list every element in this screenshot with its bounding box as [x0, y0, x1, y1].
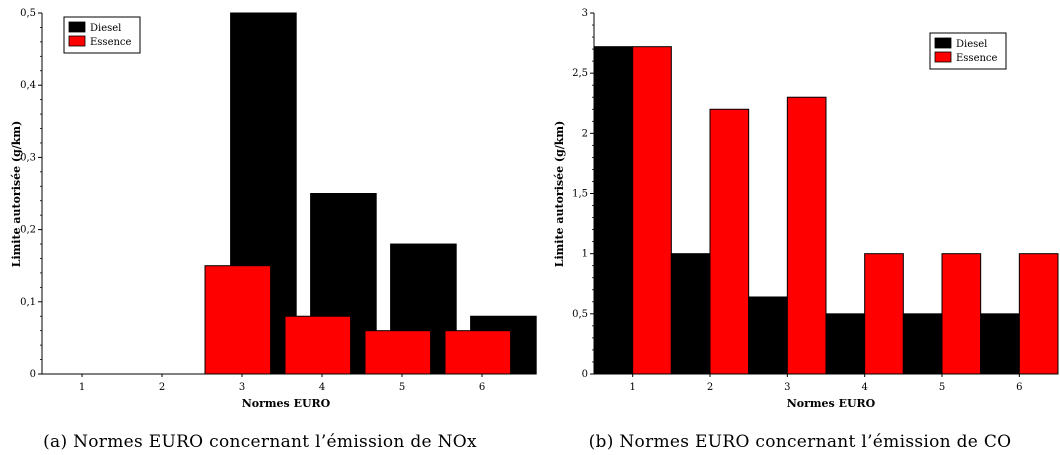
nox-y-tick-label: 0: [30, 369, 36, 380]
co-chart: 0 0,5 1 1,5 2 2,5 3 1 2 3 4 5 6 Diesel Essence Normes…: [553, 8, 1059, 452]
co-y-tick-label: 1: [582, 249, 588, 260]
co-x-tick-label-6: 6: [1016, 382, 1022, 393]
co-y-tick-label: 0,5: [572, 309, 588, 320]
nox-y-tick-label: 0,3: [20, 152, 36, 163]
co-y-tick-label: 2,5: [572, 68, 588, 79]
nox-bar-essence-5: [364, 330, 432, 375]
nox-legend-swatch-essence: [68, 35, 86, 47]
co-legend-label-essence: Essence: [956, 53, 998, 64]
co-bar-diesel-6: [980, 313, 1020, 375]
co-bar-diesel-2: [670, 253, 711, 375]
co-bar-essence-4: [864, 253, 904, 375]
nox-x-axis-title: Normes EURO: [242, 397, 331, 410]
co-y-tick-label: 1,5: [572, 189, 588, 200]
co-y-axis-title: Limite autorisée (g/km): [553, 121, 566, 268]
nox-x-tick-label-3: 3: [239, 382, 245, 393]
co-bar-essence-1: [632, 46, 672, 375]
co-x-axis-title: Normes EURO: [787, 397, 876, 410]
nox-legend-swatch-diesel: [68, 21, 86, 33]
co-legend-label-diesel: Diesel: [956, 39, 987, 50]
co-bar-diesel-3: [748, 296, 788, 375]
nox-chart: 0 0,1 0,2 0,3 0,4 0,5 1 2 3 4 5 6 Diesel Essence Nor…: [10, 8, 537, 452]
co-bar-essence-6: [1018, 253, 1059, 375]
nox-y-tick-label: 0,1: [20, 297, 36, 308]
co-y-tick-label: 2: [582, 128, 588, 139]
nox-y-tick-label: 0,4: [20, 80, 36, 91]
co-bar-essence-5: [941, 253, 982, 375]
co-caption: (b) Normes EURO concernant l’émission de…: [589, 432, 1012, 452]
co-bar-diesel-1: [593, 46, 634, 375]
co-x-tick-label-1: 1: [629, 382, 635, 393]
nox-bar-essence-4: [284, 315, 352, 375]
co-y-tick-label: 0: [582, 369, 588, 380]
nox-y-axis-title: Limite autorisée (g/km): [10, 121, 23, 268]
co-bar-diesel-4: [825, 313, 866, 375]
co-x-tick-label-4: 4: [861, 382, 867, 393]
co-x-tick-label-2: 2: [707, 382, 713, 393]
nox-x-tick-label-5: 5: [399, 382, 405, 393]
nox-legend-label-diesel: Diesel: [90, 23, 121, 34]
co-x-tick-label-5: 5: [939, 382, 945, 393]
nox-bar-essence-6: [444, 330, 512, 375]
nox-x-tick-label-4: 4: [319, 382, 325, 393]
nox-x-tick-label-6: 6: [479, 382, 485, 393]
nox-y-tick-label: 0,5: [20, 8, 36, 19]
nox-x-tick-label-2: 2: [159, 382, 165, 393]
nox-caption: (a) Normes EURO concernant l’émission de…: [43, 432, 477, 452]
co-bar-essence-2: [709, 108, 750, 375]
co-y-tick-label: 3: [582, 8, 588, 19]
nox-x-tick-label-1: 1: [79, 382, 85, 393]
nox-y-tick-label: 0,2: [20, 225, 36, 236]
co-bar-diesel-5: [902, 313, 943, 375]
co-bar-essence-3: [786, 96, 827, 375]
co-legend-swatch-diesel: [934, 37, 952, 49]
nox-legend-label-essence: Essence: [90, 37, 132, 48]
co-x-tick-label-3: 3: [784, 382, 790, 393]
co-legend-swatch-essence: [934, 51, 952, 63]
nox-bar-essence-3: [204, 265, 272, 375]
